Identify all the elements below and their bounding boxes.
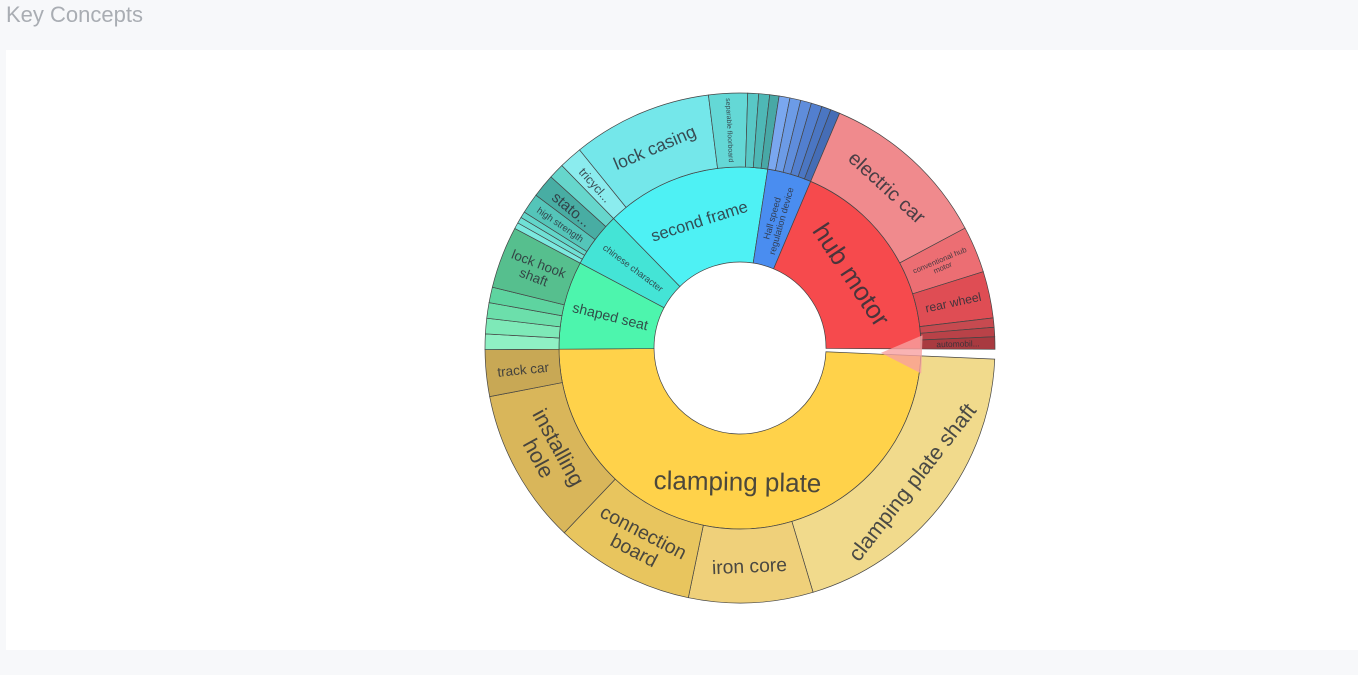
segment-iron-core-label: iron core (712, 555, 788, 579)
sunburst-chart: clamping plateclamping plate shaftiron c… (6, 50, 1358, 650)
page-title: Key Concepts (6, 2, 143, 28)
segment-clamping-plate-label: clamping plate (653, 465, 821, 498)
chart-panel: clamping plateclamping plate shaftiron c… (6, 50, 1358, 650)
segment-automobil-label: automobil... (936, 338, 979, 349)
